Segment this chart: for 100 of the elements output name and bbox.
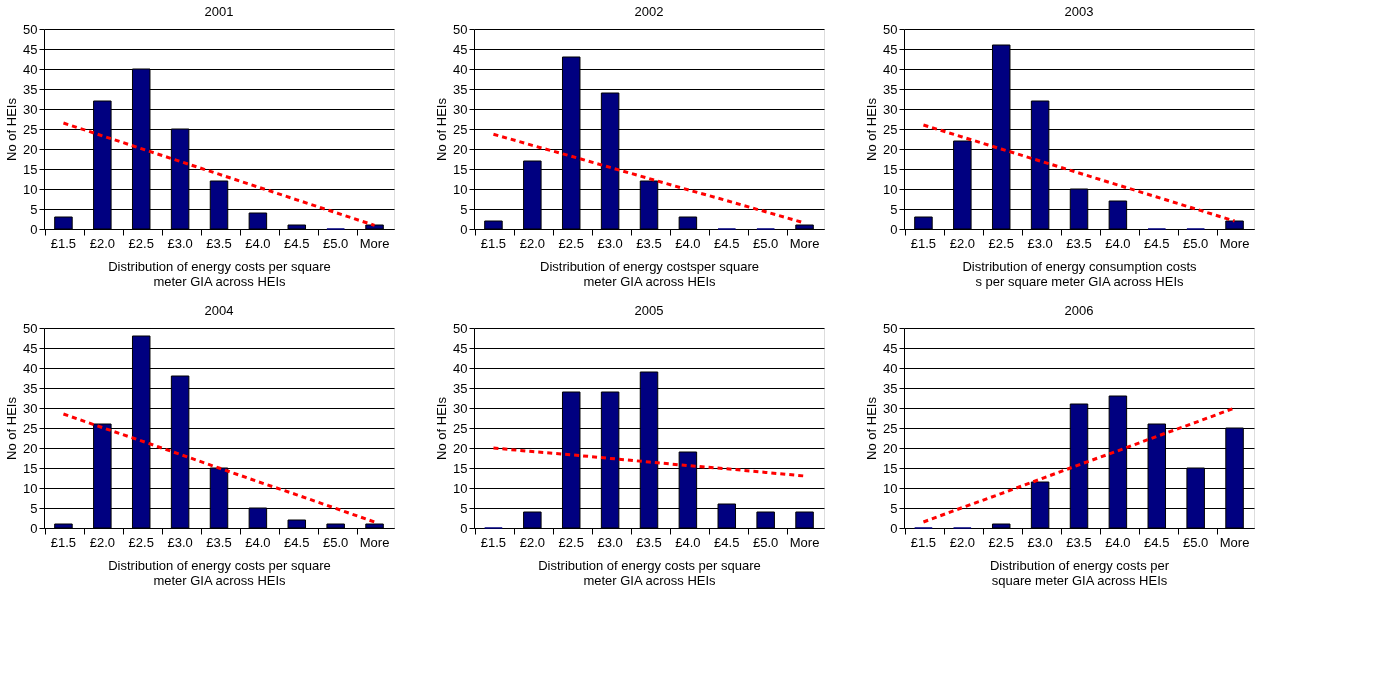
y-axis-title: No of HEIs: [434, 97, 450, 161]
y-tick-label: 25: [453, 420, 468, 436]
y-tick-label: 25: [883, 121, 898, 137]
x-tick-label: £2.5: [128, 235, 154, 251]
y-tick-label: 20: [453, 141, 468, 157]
x-axis-title: Distribution of energy consumption costs s per square meter GIA across HEIs: [962, 258, 1198, 289]
x-tick-label: £5.0: [323, 534, 349, 550]
x-tick-label: £3.5: [1066, 235, 1092, 251]
y-tick-label: 20: [23, 141, 38, 157]
x-tick-label: £3.0: [167, 235, 193, 251]
x-tick-label: £3.0: [1027, 534, 1053, 550]
x-tick-label: £2.5: [558, 235, 584, 251]
x-tick-label: £4.5: [714, 534, 740, 550]
x-tick-label: £4.0: [245, 534, 271, 550]
chart-title: 2002: [634, 4, 664, 19]
x-tick-label: More: [1219, 534, 1250, 550]
y-tick-label: 45: [23, 41, 38, 57]
y-tick-label: 25: [23, 420, 38, 436]
y-axis-title: No of HEIs: [4, 396, 20, 460]
x-tick-label: £2.0: [949, 534, 975, 550]
y-axis-title: No of HEIs: [4, 97, 20, 161]
x-tick-label: £2.0: [89, 534, 115, 550]
x-tick-label: £1.5: [50, 534, 77, 550]
y-tick-label: 50: [453, 320, 468, 336]
y-tick-label: 30: [883, 400, 898, 416]
y-tick-label: 25: [23, 121, 38, 137]
y-tick-label: 40: [883, 61, 898, 77]
x-tick-label: £3.5: [636, 534, 662, 550]
y-tick-label: 40: [453, 61, 468, 77]
x-tick-label: £1.5: [480, 534, 507, 550]
x-tick-label: £4.5: [284, 235, 310, 251]
y-tick-label: 20: [453, 440, 468, 456]
y-tick-label: 5: [460, 201, 468, 217]
line-series: [61, 412, 377, 524]
y-tick-label: 40: [883, 360, 898, 376]
y-tick-label: 45: [453, 41, 468, 57]
x-axis-title: Distribution of energy costs per square meter GIA across HEIs: [108, 258, 331, 289]
x-tick-label: £2.5: [988, 534, 1014, 550]
y-tick-label: 15: [883, 460, 898, 476]
y-tick-label: 10: [23, 181, 38, 197]
x-tick-label: More: [359, 235, 390, 251]
y-axis-title: No of HEIs: [864, 97, 880, 161]
y-tick-label: 15: [453, 460, 468, 476]
y-axis-title: No of HEIs: [864, 396, 880, 460]
y-tick-label: 10: [453, 480, 468, 496]
y-tick-label: 35: [23, 380, 38, 396]
x-tick-label: £1.5: [480, 235, 507, 251]
y-tick-label: 0: [30, 221, 38, 237]
y-tick-label: 5: [890, 500, 898, 516]
x-tick-label: £5.0: [753, 534, 779, 550]
y-tick-label: 5: [890, 201, 898, 217]
y-tick-label: 5: [30, 500, 38, 516]
x-tick-label: £5.0: [1183, 235, 1209, 251]
y-tick-label: 25: [453, 121, 468, 137]
y-tick-label: 0: [460, 221, 468, 237]
y-tick-label: 20: [23, 440, 38, 456]
x-tick-label: £1.5: [50, 235, 77, 251]
y-tick-label: 45: [23, 340, 38, 356]
y-tick-label: 25: [883, 420, 898, 436]
x-tick-label: £4.5: [714, 235, 740, 251]
x-tick-label: £4.0: [1105, 534, 1131, 550]
y-tick-label: 15: [23, 460, 38, 476]
x-tick-label: £4.0: [1105, 235, 1131, 251]
x-tick-label: £4.0: [675, 235, 701, 251]
y-tick-label: 50: [883, 320, 898, 336]
y-tick-label: 0: [890, 221, 898, 237]
x-axis-title: Distribution of energy costsper square meter GIA across HEIs: [540, 258, 759, 289]
y-tick-label: 45: [883, 340, 898, 356]
x-tick-label: £3.0: [597, 235, 623, 251]
y-tick-label: 20: [883, 141, 898, 157]
x-tick-label: £4.5: [1144, 235, 1170, 251]
y-tick-label: 20: [883, 440, 898, 456]
y-tick-label: 40: [23, 360, 38, 376]
y-tick-label: 50: [23, 21, 38, 37]
x-tick-label: £3.0: [167, 534, 193, 550]
y-tick-label: 40: [453, 360, 468, 376]
x-tick-label: £5.0: [323, 235, 349, 251]
x-tick-label: More: [1219, 235, 1250, 251]
y-tick-label: 10: [23, 480, 38, 496]
line-series: [921, 123, 1237, 223]
y-tick-label: 50: [453, 21, 468, 37]
x-tick-label: £3.0: [1027, 235, 1053, 251]
chart-title: 2003: [1064, 4, 1094, 19]
y-tick-label: 15: [23, 161, 38, 177]
y-tick-label: 35: [453, 380, 468, 396]
x-tick-label: More: [789, 534, 820, 550]
x-tick-label: £4.5: [1144, 534, 1170, 550]
x-tick-label: £3.0: [597, 534, 623, 550]
line-series: [61, 121, 377, 227]
y-tick-label: 35: [453, 81, 468, 97]
x-tick-label: £5.0: [1183, 534, 1209, 550]
y-tick-label: 0: [460, 520, 468, 536]
x-tick-label: £2.0: [519, 534, 545, 550]
y-tick-label: 50: [883, 21, 898, 37]
x-tick-label: £3.5: [636, 235, 662, 251]
x-tick-label: £4.0: [245, 235, 271, 251]
x-axis-title: Distribution of energy costs per square meter GIA across HEIs: [989, 557, 1170, 588]
x-tick-label: £3.5: [206, 534, 232, 550]
y-tick-label: 0: [890, 520, 898, 536]
x-tick-label: £2.5: [558, 534, 584, 550]
